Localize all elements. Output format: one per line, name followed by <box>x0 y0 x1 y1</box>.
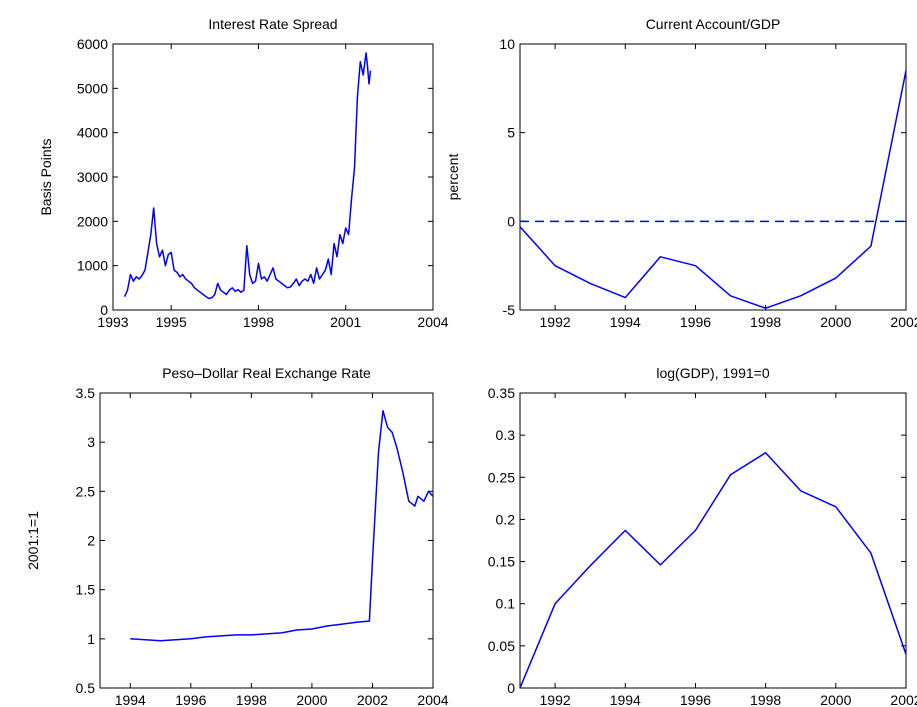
x-tick-label: 1998 <box>243 314 274 330</box>
y-tick-label: 0.1 <box>496 596 516 612</box>
y-tick-label: 0 <box>507 213 515 229</box>
y-tick-label: 0.5 <box>76 680 96 696</box>
x-tick-label: 1992 <box>540 314 571 330</box>
y-tick-label: 5 <box>507 125 515 141</box>
y-tick-label: 3000 <box>77 169 108 185</box>
x-tick-label: 1993 <box>97 314 128 330</box>
y-tick-label: 3.5 <box>76 385 96 401</box>
plot-frame <box>99 392 434 689</box>
y-tick-label: 5000 <box>77 80 108 96</box>
y-tick-label: 0.3 <box>496 427 516 443</box>
y-tick-label: 2 <box>87 533 95 549</box>
x-tick-label: 2000 <box>296 692 327 707</box>
y-tick-label: 6000 <box>77 36 108 52</box>
x-tick-label: 1998 <box>750 692 781 707</box>
x-tick-label: 2001 <box>330 314 361 330</box>
y-tick-label: 0.05 <box>488 638 515 654</box>
x-tick-label: 2002 <box>890 692 917 707</box>
subplot-1: 1993 1995 1998 2001 2004 0 1000 2000 3000 4000 500… <box>38 16 449 330</box>
y-tick-label: 0.25 <box>488 469 515 485</box>
y-tick-label: 3 <box>87 434 95 450</box>
plot-frame <box>519 392 907 689</box>
x-tick-label: 1998 <box>236 692 267 707</box>
y-tick-label: 1 <box>87 631 95 647</box>
y-tick-label: 1000 <box>77 258 108 274</box>
series-line <box>520 452 906 688</box>
y-tick-label: 2000 <box>77 213 108 229</box>
x-tick-label: 1994 <box>610 692 641 707</box>
subplot-4: 1992 1994 1996 1998 2000 2002 0 0.05 0.1 0.15 0.2 0… <box>488 365 917 707</box>
y-tick-label: 0.2 <box>496 511 516 527</box>
series-line <box>123 52 372 300</box>
x-tick-label: 2004 <box>417 692 448 707</box>
chart-title: Peso–Dollar Real Exchange Rate <box>162 365 371 381</box>
x-tick-label: 2000 <box>820 314 851 330</box>
x-tick-label: 1994 <box>610 314 641 330</box>
x-tick-label: 1995 <box>156 314 187 330</box>
y-tick-label: -5 <box>503 302 516 318</box>
y-axis-label: 2001:1=1 <box>25 511 41 570</box>
series-line <box>130 409 433 642</box>
x-tick-label: 1996 <box>680 314 711 330</box>
x-tick-label: 1994 <box>115 692 146 707</box>
x-tick-label: 2004 <box>417 314 448 330</box>
y-axis-label: percent <box>445 154 461 201</box>
y-axis-label: Basis Points <box>38 138 54 215</box>
plot-frame <box>519 43 907 311</box>
x-tick-label: 2000 <box>820 692 851 707</box>
x-tick-label: 1992 <box>540 692 571 707</box>
y-tick-label: 10 <box>499 36 515 52</box>
y-tick-label: 0.15 <box>488 554 515 570</box>
x-tick-label: 2002 <box>890 314 917 330</box>
chart-title: Current Account/GDP <box>646 16 781 32</box>
y-tick-label: 0.35 <box>488 385 515 401</box>
subplot-2: 1992 1994 1996 1998 2000 2002 -5 0 5 10 Current Ac… <box>445 16 917 330</box>
chart-title: log(GDP), 1991=0 <box>656 365 769 381</box>
y-tick-label: 0 <box>507 680 515 696</box>
y-tick-label: 4000 <box>77 125 108 141</box>
x-tick-label: 1998 <box>750 314 781 330</box>
series-line <box>520 70 906 309</box>
chart-title: Interest Rate Spread <box>208 16 337 32</box>
x-tick-label: 1996 <box>680 692 711 707</box>
subplot-3: 1994 1996 1998 2000 2002 2004 0.5 1 1.5 2 2.5 3 3.5 P… <box>25 365 449 707</box>
x-tick-label: 2002 <box>357 692 388 707</box>
y-tick-label: 0 <box>100 302 108 318</box>
y-tick-label: 1.5 <box>76 582 96 598</box>
y-tick-label: 2.5 <box>76 483 96 499</box>
x-tick-label: 1996 <box>175 692 206 707</box>
